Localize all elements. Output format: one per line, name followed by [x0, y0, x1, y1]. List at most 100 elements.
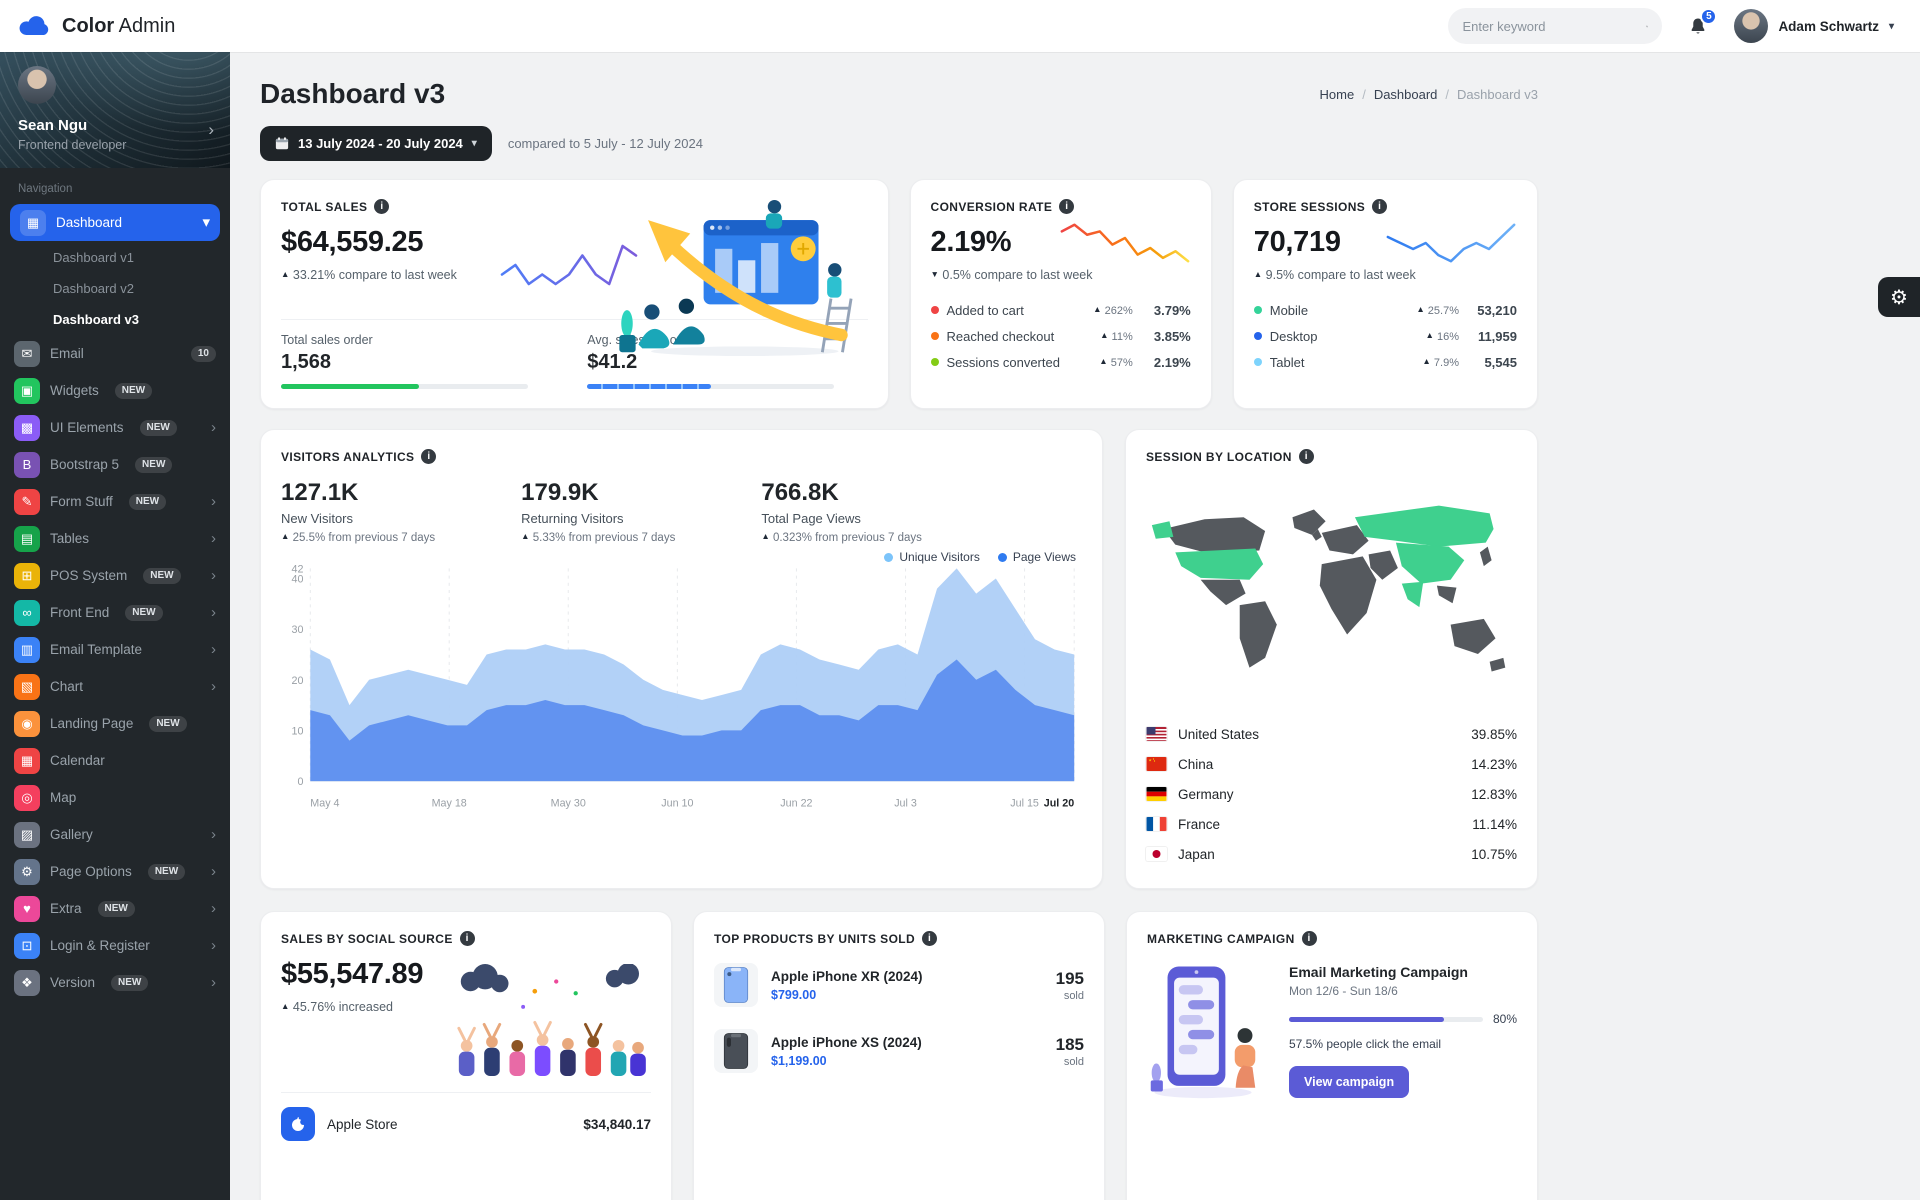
sales-illustration [618, 199, 852, 357]
sidebar-item-tables[interactable]: ▤ Tables › [0, 520, 230, 557]
date-range-button[interactable]: 13 July 2024 - 20 July 2024 ▾ [260, 126, 492, 161]
breadcrumb-item[interactable]: Dashboard [1373, 86, 1438, 102]
sidebar-item-label: Email [50, 346, 84, 361]
stat-value: 2.19% [1153, 354, 1191, 370]
flag-cn-icon [1146, 757, 1167, 771]
country-value: 14.23% [1471, 756, 1517, 772]
card-title: VISITORS ANALYTICS [281, 449, 415, 464]
sidebar-nav: ▦ Dashboard ▾ Dashboard v1 Dashboard v2 Dashb… [0, 204, 230, 1001]
chevron-right-icon: › [211, 604, 216, 621]
country-value: 39.85% [1471, 726, 1517, 742]
info-icon[interactable] [421, 449, 437, 464]
sidebar-subitem-dashboard-v1[interactable]: Dashboard v1 [53, 250, 134, 265]
stat-label: Added to cart [946, 302, 1024, 318]
sidebar-profile[interactable]: Sean Ngu Frontend developer › [0, 52, 230, 168]
chevron-right-icon: › [208, 120, 214, 139]
stat-change: ▲ 11% [1100, 329, 1133, 343]
info-icon[interactable] [922, 931, 938, 946]
sidebar-item-login-register[interactable]: ⊡ Login & Register › [0, 927, 230, 964]
info-icon[interactable] [1298, 449, 1314, 464]
logo-text-bold: Color [62, 14, 115, 37]
location-row: France 11.14% [1146, 809, 1517, 839]
marketing-campaign-card: MARKETING CAMPAIGN [1126, 911, 1538, 1200]
social-amount: $55,547.89 [281, 958, 424, 990]
flag-fr-icon [1146, 817, 1167, 831]
info-icon[interactable] [1301, 931, 1317, 946]
product-row[interactable]: Apple iPhone XR (2024) $799.00 195 sold [714, 952, 1084, 1018]
sidebar-item-email[interactable]: ✉ Email 10 [0, 335, 230, 372]
card-title: SESSION BY LOCATION [1146, 449, 1292, 464]
email-template-icon: ▥ [14, 636, 40, 663]
sidebar-item-extra[interactable]: ♥ Extra NEW › [0, 890, 230, 927]
sidebar-subitem-dashboard-v2[interactable]: Dashboard v2 [53, 281, 134, 296]
stat-value: 127.1K [281, 479, 359, 506]
country-name: Japan [1178, 846, 1215, 862]
email-icon: ✉ [14, 340, 40, 367]
sidebar-item-gallery[interactable]: ▨ Gallery › [0, 816, 230, 853]
sidebar-item-pos-system[interactable]: ⊞ POS System NEW › [0, 557, 230, 594]
app-logo[interactable]: Color Admin [18, 15, 175, 38]
ui-elements-icon: ▩ [14, 414, 40, 441]
campaign-name: Email Marketing Campaign [1289, 964, 1468, 980]
dashboard-icon: ▦ [20, 209, 46, 236]
sidebar-item-chart[interactable]: ▧ Chart › [0, 668, 230, 705]
sidebar-item-form-stuff[interactable]: ✎ Form Stuff NEW › [0, 483, 230, 520]
sidebar-item-calendar[interactable]: ▦ Calendar [0, 742, 230, 779]
units-label: sold [1063, 989, 1084, 1002]
svg-text:40: 40 [292, 573, 304, 585]
sidebar-item-widgets[interactable]: ▣ Widgets NEW [0, 372, 230, 409]
session-by-location-card: SESSION BY LOCATION [1125, 429, 1538, 889]
visitor-stats: 127.1K New Visitors ▲ 25.5% from previou… [281, 479, 1082, 544]
profile-name: Sean Ngu [18, 117, 88, 134]
product-price: $1,199.00 [771, 1053, 827, 1068]
caret-down-icon: ▾ [471, 138, 477, 149]
sidebar: Sean Ngu Frontend developer › Navigation… [0, 52, 230, 1200]
gear-icon: ⚙ [1890, 286, 1908, 309]
card-title: SALES BY SOCIAL SOURCE [281, 931, 453, 946]
search-icon[interactable] [1646, 18, 1649, 35]
flag-us-icon [1146, 727, 1167, 741]
svg-text:30: 30 [292, 624, 304, 636]
avg-sales-progress [587, 384, 711, 389]
main-content: Dashboard v3 Home / Dashboard / Dashboard v3… [230, 0, 1568, 1200]
sessions-sparkline [1386, 223, 1516, 263]
sidebar-item-label: Tables [50, 531, 90, 546]
sidebar-item-label: Page Options [50, 864, 132, 879]
sidebar-item-dashboard[interactable]: ▦ Dashboard ▾ [10, 204, 220, 241]
sidebar-item-bootstrap-5[interactable]: B Bootstrap 5 NEW [0, 446, 230, 483]
sidebar-item-label: Version [50, 975, 96, 990]
info-icon[interactable] [374, 199, 390, 214]
sidebar-subitem-dashboard-v3[interactable]: Dashboard v3 [53, 312, 139, 327]
new-badge: NEW [114, 382, 153, 399]
view-campaign-button[interactable]: View campaign [1289, 1066, 1410, 1098]
sidebar-item-front-end[interactable]: ∞ Front End NEW › [0, 594, 230, 631]
sidebar-item-label: UI Elements [50, 420, 124, 435]
sidebar-item-map[interactable]: ◎ Map [0, 779, 230, 816]
conversion-sparkline [1060, 223, 1190, 263]
new-badge: NEW [97, 900, 135, 917]
sidebar-item-version[interactable]: ❖ Version NEW › [0, 964, 230, 1001]
theme-settings-button[interactable]: ⚙ [1878, 277, 1920, 317]
sidebar-item-ui-elements[interactable]: ▩ UI Elements NEW › [0, 409, 230, 446]
sessions-value: 70,719 [1253, 226, 1341, 258]
product-image [714, 1029, 758, 1073]
notifications-button[interactable]: 5 [1688, 7, 1718, 37]
status-dot [1253, 332, 1262, 340]
sidebar-item-label: Dashboard [56, 215, 123, 230]
conversion-breakdown: Added to cart ▲ 262% 3.79% Reached check… [930, 297, 1191, 375]
campaign-progress [1289, 1016, 1445, 1022]
svg-text:May 4: May 4 [310, 798, 339, 810]
info-icon[interactable] [1059, 199, 1075, 214]
sidebar-item-landing-page[interactable]: ◉ Landing Page NEW [0, 705, 230, 742]
stat-value: 3.85% [1153, 328, 1191, 344]
user-menu[interactable]: Adam Schwartz ▾ [1734, 9, 1894, 43]
profile-role: Frontend developer [18, 138, 127, 152]
breadcrumb-item[interactable]: Home [1319, 86, 1355, 102]
pos-system-icon: ⊞ [14, 562, 40, 589]
product-row[interactable]: Apple iPhone XS (2024) $1,199.00 185 sol… [714, 1018, 1084, 1084]
sidebar-item-email-template[interactable]: ▥ Email Template › [0, 631, 230, 668]
search-input[interactable] [1462, 18, 1639, 34]
sidebar-item-page-options[interactable]: ⚙ Page Options NEW › [0, 853, 230, 890]
info-icon[interactable] [1372, 199, 1388, 214]
info-icon[interactable] [459, 931, 475, 946]
